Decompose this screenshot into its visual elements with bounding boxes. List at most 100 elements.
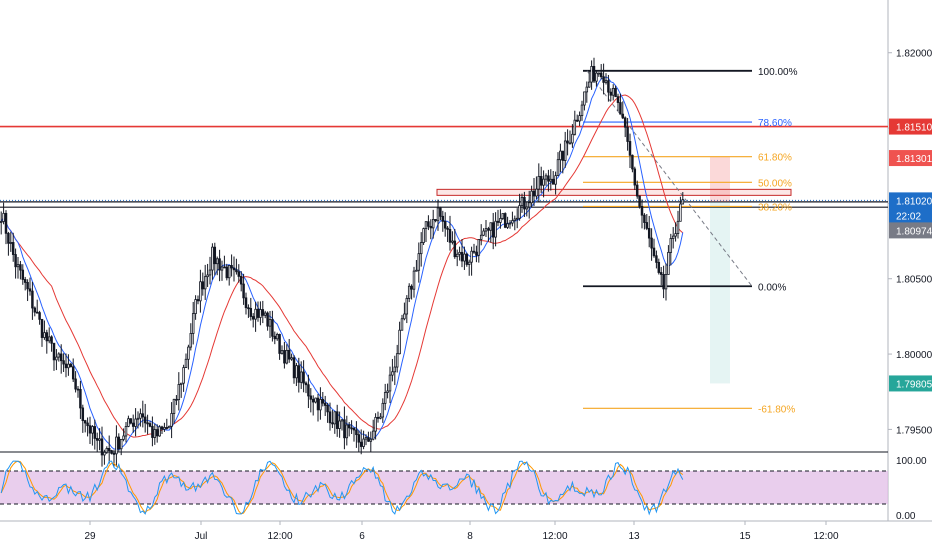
candle-body <box>587 81 591 88</box>
fib-level-label-1: 78.60% <box>758 118 792 129</box>
candle-body <box>611 87 615 96</box>
candle-body <box>376 416 380 419</box>
candle-body <box>475 251 478 256</box>
candle-body <box>297 365 301 383</box>
candle-body <box>115 436 118 455</box>
candle-body <box>83 420 87 424</box>
candle-body <box>316 397 320 411</box>
candle-body <box>21 269 25 280</box>
candle-body <box>472 250 476 253</box>
candle-body <box>347 424 351 429</box>
candle-body <box>67 363 70 369</box>
candle-body <box>127 418 130 427</box>
candle-body <box>278 333 281 354</box>
candle-body <box>119 438 123 450</box>
candle-body <box>671 235 675 239</box>
candle-body <box>179 382 183 385</box>
candle-body <box>254 308 257 320</box>
candle-body <box>369 438 373 442</box>
fib-trend-line[interactable] <box>586 70 753 287</box>
candle-body <box>506 223 509 228</box>
candle-body <box>189 333 193 348</box>
candle-body <box>244 297 248 309</box>
candle-body <box>170 413 173 427</box>
candle-body <box>580 104 584 117</box>
candle-body <box>141 413 145 418</box>
candle-body <box>232 267 236 271</box>
candle-body <box>134 418 137 427</box>
candle-body <box>501 213 505 219</box>
candle-body <box>112 453 116 455</box>
candle-body <box>256 308 260 318</box>
candle-body <box>263 312 267 316</box>
candle-body <box>443 220 447 229</box>
candle-body <box>235 269 238 273</box>
price-tick-label: 1.82000 <box>896 49 932 60</box>
candle-body <box>364 437 368 440</box>
candle-body <box>607 80 610 93</box>
candle-body <box>249 307 253 317</box>
price-label-text-2: 1.81020 <box>896 196 932 207</box>
candle-body <box>343 419 346 439</box>
candle-body <box>62 360 65 365</box>
candle-body <box>172 398 176 414</box>
candle-body <box>455 253 459 258</box>
price-label-badge-3 <box>889 207 932 224</box>
position-stop-zone[interactable] <box>710 156 730 202</box>
candle-body <box>47 336 51 342</box>
candle-body <box>427 221 430 227</box>
candle-body <box>273 335 277 340</box>
candle-body <box>323 402 327 406</box>
price-panel[interactable]: 100.00% 78.60% 61.80% 50.00% 38.20% 0.00% -61.… <box>0 57 888 467</box>
candle-body <box>295 365 298 379</box>
candle-body <box>568 142 572 145</box>
candle-body <box>386 390 389 393</box>
resistance-zone-box[interactable] <box>436 188 792 196</box>
candle-body <box>239 275 243 285</box>
candle-body <box>482 230 485 236</box>
candle-body <box>640 206 644 216</box>
candle-body <box>453 240 457 258</box>
candle-body <box>227 265 231 279</box>
candle-body <box>467 261 471 265</box>
candle-body <box>266 312 269 327</box>
candle-body <box>64 363 68 369</box>
candle-body <box>621 113 625 119</box>
time-tick-label: 8 <box>467 531 473 542</box>
candle-body <box>470 250 473 263</box>
candle-body <box>669 238 673 253</box>
candle-body <box>105 447 109 453</box>
candle-body <box>655 255 658 263</box>
candle-body <box>458 251 461 255</box>
candle-body <box>98 438 101 441</box>
candle-body <box>410 285 413 290</box>
candle-body <box>100 438 104 456</box>
fib-level-label-6: -61.80% <box>758 404 795 415</box>
candle-body <box>11 242 15 255</box>
candle-body <box>146 422 149 425</box>
candle-body <box>383 392 387 404</box>
candle-body <box>556 159 560 177</box>
candle-body <box>465 253 469 265</box>
candle-body <box>484 228 488 232</box>
candle-body <box>530 190 533 204</box>
candle-body <box>55 356 58 361</box>
candle-body <box>419 242 423 255</box>
position-target-zone[interactable] <box>710 201 730 384</box>
candle-body <box>328 411 332 424</box>
candle-body <box>499 218 502 223</box>
candle-body <box>628 141 632 156</box>
candle-body <box>33 307 37 313</box>
slow-moving-average-line <box>0 94 684 438</box>
candle-body <box>573 119 577 135</box>
candle-body <box>271 319 274 337</box>
candle-body <box>609 91 613 96</box>
candle-body <box>489 222 493 231</box>
stochastic-panel[interactable] <box>0 460 888 516</box>
candle-body <box>371 430 375 440</box>
candle-body <box>290 357 293 360</box>
candle-body <box>93 426 97 439</box>
candle-body <box>681 199 685 205</box>
